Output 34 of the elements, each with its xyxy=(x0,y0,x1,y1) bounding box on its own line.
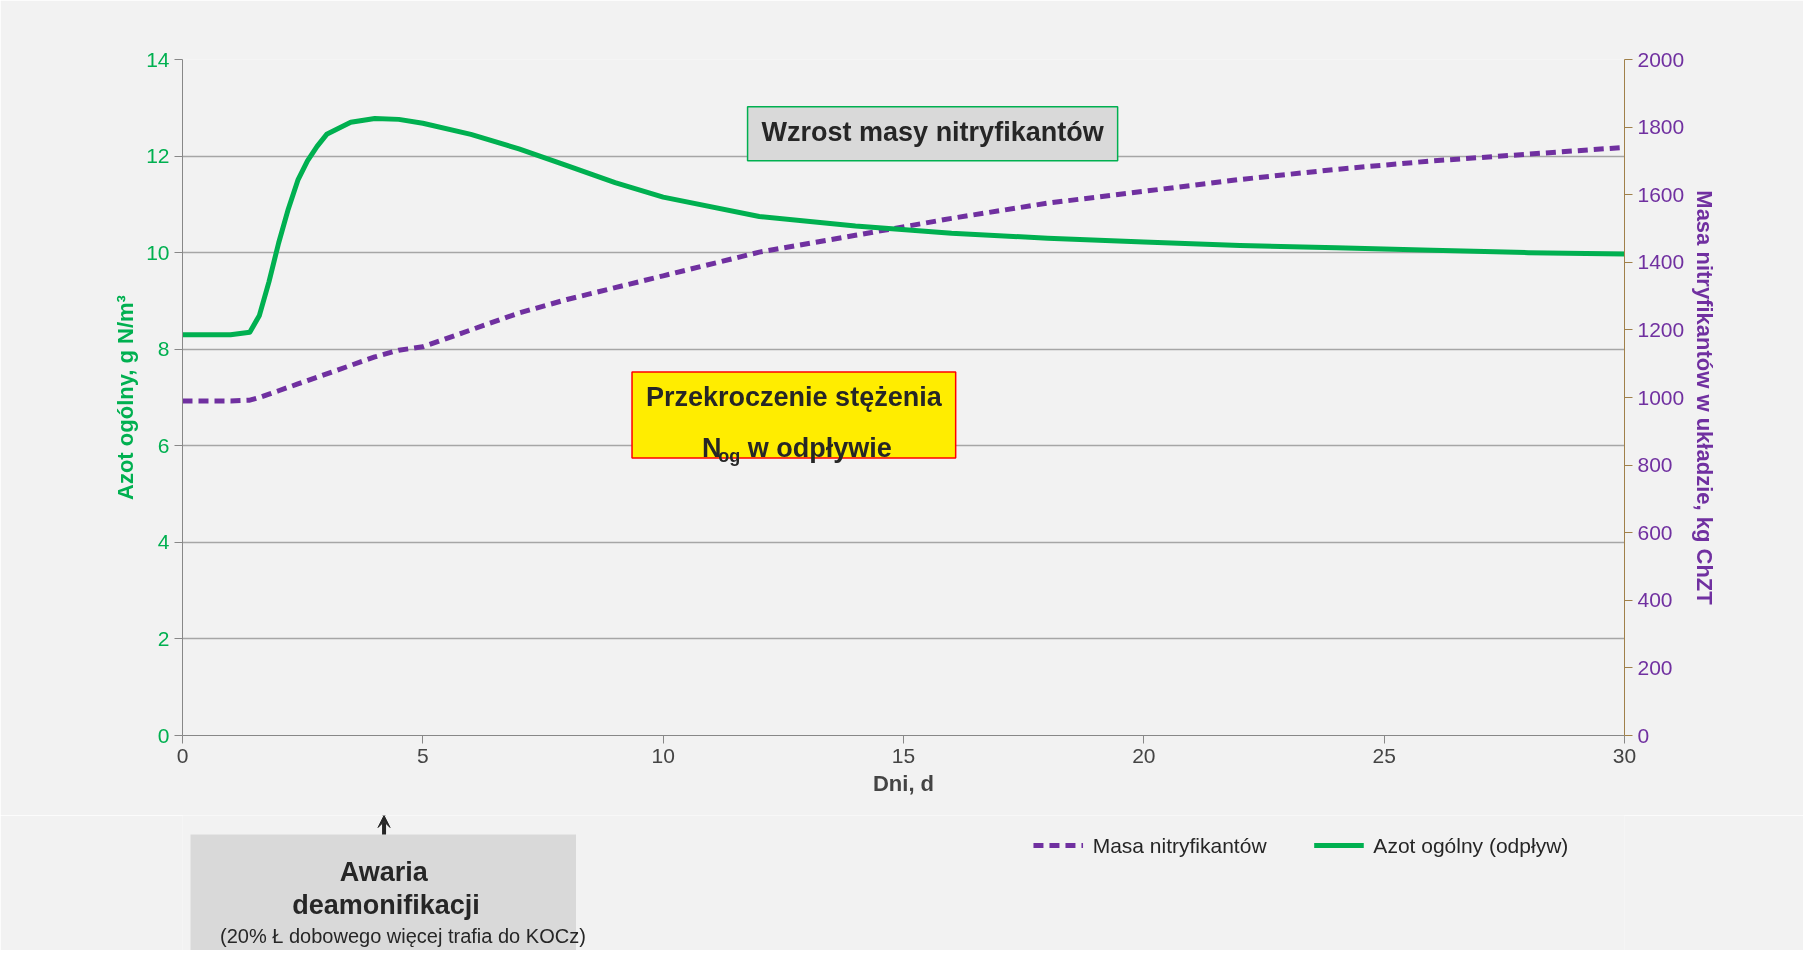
y2-tick-label: 1600 xyxy=(1637,182,1685,206)
x-tick-label: 5 xyxy=(416,743,429,767)
y2-tick-label: 1000 xyxy=(1637,385,1685,409)
y-tick-label: 8 xyxy=(157,337,170,361)
y-tick-label: 0 xyxy=(157,723,170,747)
y2-tick-label: 800 xyxy=(1637,453,1673,477)
y-axis-title: Azot ogólny, g N/m³ xyxy=(113,295,139,500)
x-tick-label: 0 xyxy=(176,743,189,767)
x-tick-label: 25 xyxy=(1372,743,1396,767)
y-tick-label: 6 xyxy=(157,433,170,457)
y-tick-label: 4 xyxy=(157,530,170,554)
x-tick-label: 20 xyxy=(1132,743,1156,767)
text: (20% Ł dobowego więcej trafia do KOCz) xyxy=(220,924,586,947)
y-tick-label: 12 xyxy=(146,144,170,168)
y2-tick-label: 0 xyxy=(1637,723,1650,747)
y2-tick-label: 200 xyxy=(1637,655,1673,679)
y2-tick-label: 2000 xyxy=(1637,47,1685,71)
y2-tick-label: 1800 xyxy=(1637,115,1685,139)
annotation: Wzrost masy nitryfikantów xyxy=(761,116,1105,147)
y2-tick-label: 1400 xyxy=(1637,250,1685,274)
x-axis-title: Dni, d xyxy=(872,770,935,796)
x-tick-label: 30 xyxy=(1612,743,1637,767)
y2-tick-label: 600 xyxy=(1637,520,1673,544)
y-tick-label: 10 xyxy=(146,240,170,264)
y2-tick-label: 1200 xyxy=(1637,317,1685,341)
y-tick-label: 14 xyxy=(146,47,170,71)
text: Awaria deamonifikacji xyxy=(292,857,480,920)
y2-tick-label: 400 xyxy=(1637,588,1673,612)
legend-label: Masa nitryfikantów xyxy=(1092,834,1268,857)
y-tick-label: 2 xyxy=(157,626,170,650)
x-tick-label: 10 xyxy=(651,743,675,767)
y2-axis-title: Masa nitryfikantów w układzie, kg ChZT xyxy=(1692,190,1718,606)
x-tick-label: 15 xyxy=(891,743,916,767)
legend-label: Azot ogólny (odpływ) xyxy=(1373,834,1569,857)
